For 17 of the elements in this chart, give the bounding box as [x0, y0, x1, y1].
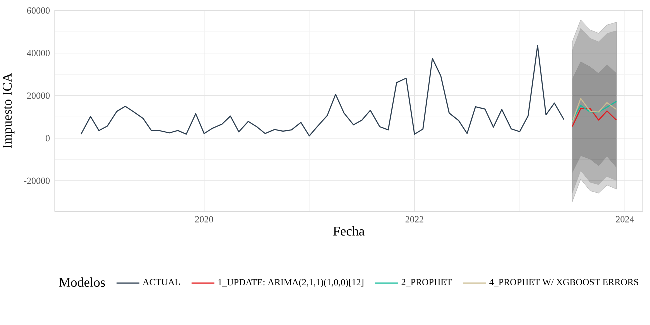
legend-label: 4_PROPHET W/ XGBOOST ERRORS — [490, 279, 638, 287]
legend-label: 2_PROPHET — [402, 279, 452, 287]
y-tick-label: 40000 — [27, 50, 50, 56]
line-series — [80, 45, 565, 137]
y-tick-label: 0 — [46, 135, 50, 142]
y-tick-label: 60000 — [27, 8, 50, 14]
y-tick-label: 20000 — [27, 92, 50, 100]
y-axis-title: Impuesto ICA — [3, 73, 15, 148]
x-tick-label: 2022 — [406, 216, 424, 223]
y-tick-label: -20000 — [24, 178, 50, 184]
legend-title: Modelos — [59, 278, 106, 288]
x-tick-label: 2024 — [616, 216, 634, 223]
line-series — [572, 108, 618, 128]
x-axis-title: Fecha — [333, 226, 365, 236]
x-tick-label: 2020 — [195, 216, 214, 223]
legend-label: ACTUAL — [142, 279, 180, 286]
legend-label: 1_UPDATE: ARIMA(2,1,1)(1,0,0)[12] — [218, 279, 364, 288]
